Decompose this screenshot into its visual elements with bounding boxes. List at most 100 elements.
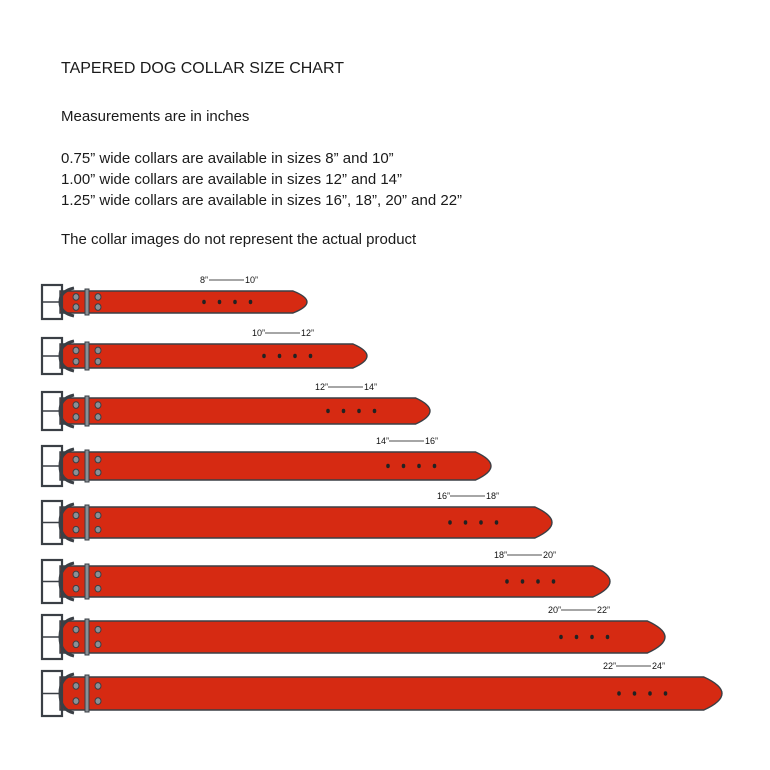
rivet-icon xyxy=(72,346,80,355)
size-label-from: 18” xyxy=(494,550,507,560)
rivet-icon xyxy=(94,401,102,409)
strap-hole xyxy=(372,408,377,414)
strap-hole xyxy=(262,353,266,359)
rivet-icon xyxy=(94,625,102,634)
d-ring-icon xyxy=(58,616,75,658)
collar-strap xyxy=(59,343,368,369)
strap-hole xyxy=(448,520,452,525)
rivet-icon xyxy=(94,570,102,579)
collar-strap xyxy=(59,620,666,654)
rivet-icon xyxy=(94,303,102,311)
chart-title: TAPERED DOG COLLAR SIZE CHART xyxy=(61,60,345,77)
size-label-to: 14” xyxy=(364,382,377,392)
strap-hole xyxy=(632,691,637,696)
strap-hole xyxy=(217,299,222,305)
rivet-icon xyxy=(72,697,80,705)
collar-6: 18” 20” xyxy=(40,550,611,605)
rivet-icon xyxy=(94,682,102,690)
strap-hole xyxy=(386,463,390,469)
size-label-from: 20” xyxy=(548,605,561,615)
collar-strap xyxy=(59,290,308,314)
size-label-to: 16” xyxy=(425,436,438,446)
measurements-note: Measurements are in inches xyxy=(61,108,250,125)
rivet-icon xyxy=(72,625,80,634)
rivet-icon xyxy=(94,293,102,301)
size-label-to: 24” xyxy=(652,661,665,671)
strap-hole xyxy=(277,353,282,359)
strap-hole xyxy=(432,463,437,469)
collar-4: 14” 16” xyxy=(40,436,492,488)
strap-hole xyxy=(590,634,594,640)
size-label-to: 12” xyxy=(301,328,314,338)
size-label-to: 10” xyxy=(245,275,258,285)
rivet-icon xyxy=(94,525,102,534)
strap-hole xyxy=(326,408,330,414)
size-label-from: 16” xyxy=(437,491,450,501)
size-label-to: 18” xyxy=(486,491,499,501)
strap-hole xyxy=(559,634,563,640)
strap-hole xyxy=(520,579,525,584)
collar-1: 8” 10” xyxy=(40,275,308,321)
rivet-icon xyxy=(72,293,80,301)
collar-8: 22” 24” xyxy=(40,661,723,718)
size-label-to: 22” xyxy=(597,605,610,615)
strap-hole xyxy=(536,579,540,584)
strap-hole xyxy=(341,408,346,414)
size-label-to: 20” xyxy=(543,550,556,560)
strap-hole xyxy=(293,353,297,359)
strap-hole xyxy=(202,299,206,305)
rivet-icon xyxy=(94,697,102,705)
keeper-loop xyxy=(84,341,90,371)
collar-5: 16” 18” xyxy=(40,491,553,546)
keeper-loop xyxy=(84,288,90,316)
disclaimer: The collar images do not represent the a… xyxy=(61,231,417,248)
rivet-icon xyxy=(94,413,102,421)
strap-hole xyxy=(617,691,621,696)
rivet-icon xyxy=(72,682,80,690)
rivet-icon xyxy=(94,346,102,355)
size-label-from: 8” xyxy=(200,275,208,285)
collar-strap xyxy=(59,397,431,425)
rivet-icon xyxy=(72,511,80,520)
size-label-from: 10” xyxy=(252,328,265,338)
d-ring-icon xyxy=(58,502,75,543)
d-ring-icon xyxy=(58,447,75,485)
keeper-loop xyxy=(84,449,90,483)
availability-line: 1.25” wide collars are available in size… xyxy=(61,192,463,209)
rivet-icon xyxy=(72,401,80,409)
keeper-loop xyxy=(84,504,90,541)
strap-hole xyxy=(505,579,509,584)
strap-hole xyxy=(551,579,556,584)
rivet-icon xyxy=(94,455,102,464)
rivet-icon xyxy=(72,584,80,593)
strap-hole xyxy=(401,463,406,469)
collar-strap xyxy=(59,565,611,598)
collar-7: 20” 22” xyxy=(40,605,666,661)
size-label-from: 14” xyxy=(376,436,389,446)
strap-hole xyxy=(479,520,483,525)
keeper-loop xyxy=(84,618,90,656)
strap-hole xyxy=(463,520,468,525)
keeper-loop xyxy=(84,563,90,600)
strap-hole xyxy=(357,408,361,414)
rivet-icon xyxy=(72,455,80,464)
size-label-from: 22” xyxy=(603,661,616,671)
rivet-icon xyxy=(94,584,102,593)
d-ring-icon xyxy=(58,393,75,429)
strap-hole xyxy=(648,691,652,696)
rivet-icon xyxy=(94,640,102,649)
strap-hole xyxy=(663,691,668,696)
rivet-icon xyxy=(94,511,102,520)
rivet-icon xyxy=(72,413,80,421)
rivet-icon xyxy=(72,357,80,366)
rivet-icon xyxy=(94,357,102,366)
size-label-from: 12” xyxy=(315,382,328,392)
availability-line: 0.75” wide collars are available in size… xyxy=(61,150,394,167)
strap-hole xyxy=(417,463,421,469)
rivet-icon xyxy=(94,468,102,477)
d-ring-icon xyxy=(58,561,75,602)
rivet-icon xyxy=(72,468,80,477)
strap-hole xyxy=(233,299,237,305)
